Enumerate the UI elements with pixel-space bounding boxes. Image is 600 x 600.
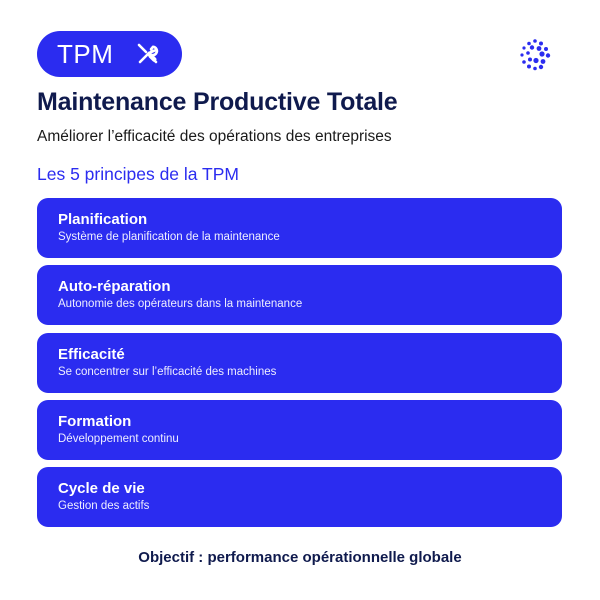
principle-title: Cycle de vie: [58, 480, 145, 498]
objective-footer: Objectif : performance opérationnelle gl…: [138, 549, 462, 566]
principle-title: Auto-réparation: [58, 278, 171, 296]
page-title: Maintenance Productive Totale: [37, 88, 398, 116]
principle-description: Gestion des actifs: [58, 500, 150, 513]
section-heading: Les 5 principes de la TPM: [37, 164, 240, 184]
dot-circle-logo-icon: [520, 39, 551, 71]
principle-card-cycle-de-vie: Cycle de vie Gestion des actifs: [37, 467, 562, 528]
tpm-badge: TPM: [37, 31, 182, 77]
principle-card-auto-reparation: Auto-réparation Autonomie des opérateurs…: [37, 265, 562, 326]
principle-description: Se concentrer sur l’efficacité des machi…: [58, 365, 277, 378]
principle-card-efficacite: Efficacité Se concentrer sur l’efficacit…: [37, 332, 562, 393]
principle-card-planification: Planification Système de planification d…: [37, 198, 562, 258]
principle-title: Efficacité: [58, 345, 125, 363]
principles-list: Planification Système de planification d…: [37, 198, 562, 534]
principle-title: Formation: [58, 412, 132, 430]
principle-card-formation: Formation Développement continu: [37, 399, 562, 460]
page-subtitle: Améliorer l’efficacité des opérations de…: [37, 128, 392, 145]
principle-title: Planification: [58, 211, 148, 228]
tools-icon: [137, 43, 159, 64]
badge-label: TPM: [57, 38, 114, 69]
principle-description: Système de planification de la maintenan…: [58, 231, 280, 243]
principle-description: Autonomie des opérateurs dans la mainten…: [58, 298, 303, 311]
principle-description: Développement continu: [58, 432, 179, 445]
